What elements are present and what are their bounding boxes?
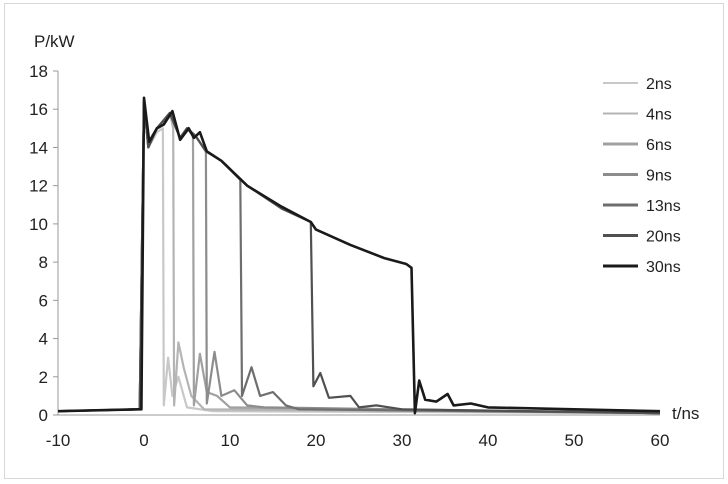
y-tick-label: 14 [29, 138, 48, 157]
y-tick-label: 16 [29, 100, 48, 119]
legend-label: 9ns [646, 168, 672, 185]
y-tick-label: 10 [29, 215, 48, 234]
y-tick-label: 6 [39, 291, 48, 310]
legend-label: 4ns [646, 107, 672, 124]
axes: 0 2 4 6 8 10 12 14 16 18 -10 0 10 20 30 40 50 60 P/kW t/… [29, 32, 699, 450]
y-tick-label: 18 [29, 62, 48, 81]
y-tick-label: 4 [39, 330, 48, 349]
series-line-20ns [57, 100, 661, 415]
x-tick-label: 10 [221, 431, 240, 450]
y-axis-title: P/kW [34, 32, 75, 51]
x-axis-title: t/ns [672, 404, 699, 423]
legend-label: 20ns [646, 229, 681, 246]
x-tick-label: 0 [139, 431, 148, 450]
y-ticks: 0 2 4 6 8 10 12 14 16 18 [29, 62, 58, 425]
y-tick-label: 8 [39, 253, 48, 272]
y-tick-label: 2 [39, 368, 48, 387]
series-line-30ns [57, 96, 661, 415]
legend: 2ns 4ns 6ns 9ns 13ns 20ns 30ns [603, 76, 681, 276]
x-tick-label: 30 [393, 431, 412, 450]
x-tick-label: 50 [565, 431, 584, 450]
legend-label: 13ns [646, 198, 681, 215]
y-tick-label: 12 [29, 177, 48, 196]
legend-label: 30ns [646, 259, 681, 276]
x-tick-label: 40 [479, 431, 498, 450]
legend-label: 6ns [646, 137, 672, 154]
x-tick-label: 60 [651, 431, 670, 450]
x-tick-label: -10 [46, 431, 71, 450]
x-ticks: -10 0 10 20 30 40 50 60 [46, 431, 670, 450]
x-tick-label: 20 [307, 431, 326, 450]
series-lines [57, 96, 661, 415]
legend-label: 2ns [646, 76, 672, 93]
y-tick-label: 0 [39, 406, 48, 425]
